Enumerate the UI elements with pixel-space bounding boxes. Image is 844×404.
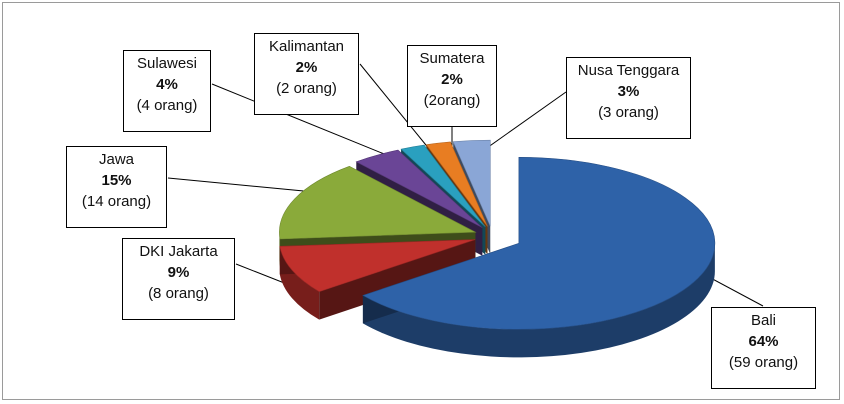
slice-name: DKI Jakarta	[139, 243, 218, 260]
slice-percent: 2%	[295, 59, 318, 76]
slice-name: Nusa Tenggara	[577, 62, 680, 79]
slice-dki-jakarta	[279, 239, 476, 292]
slice-percent: 64%	[748, 333, 779, 350]
slice-bali	[362, 157, 716, 330]
slice-count: (4 orang)	[136, 97, 198, 114]
slice-count: (2 orang)	[276, 80, 337, 97]
slice-count: (3 orang)	[598, 104, 659, 121]
data-label-nusa-tenggara: Nusa Tenggara 3% (3 orang)	[566, 57, 691, 139]
slice-count: (59 orang)	[728, 354, 799, 371]
slice-name: Kalimantan	[268, 38, 345, 55]
slice-jawa	[279, 165, 477, 240]
slice-percent: 3%	[617, 83, 640, 100]
data-label-kalimantan: Kalimantan 2% (2 orang)	[254, 33, 359, 115]
data-label-sulawesi: Sulawesi 4% (4 orang)	[123, 50, 211, 132]
slice-sumatera	[425, 141, 488, 227]
data-label-jawa: Jawa 15% (14 orang)	[66, 146, 167, 228]
pie-tops	[279, 139, 716, 330]
slice-count: (14 orang)	[81, 193, 152, 210]
slice-nusa-tenggara	[452, 139, 491, 227]
slice-kalimantan	[400, 144, 486, 228]
data-label-dki-jakarta: DKI Jakarta 9% (8 orang)	[122, 238, 235, 320]
slice-name: Sulawesi	[136, 55, 198, 72]
slice-name: Sumatera	[419, 50, 485, 67]
slice-percent: 2%	[441, 71, 463, 88]
slice-side-dki-jakarta	[279, 246, 320, 320]
slice-side-bali	[362, 243, 715, 358]
slice-percent: 15%	[101, 172, 132, 189]
slice-name: Jawa	[98, 151, 135, 168]
slice-sulawesi	[355, 149, 483, 228]
slice-percent: 4%	[156, 76, 178, 93]
data-label-sumatera: Sumatera 2% (2orang)	[407, 45, 497, 127]
slice-count: (2orang)	[423, 92, 481, 109]
slice-name: Bali	[750, 312, 776, 329]
data-label-bali: Bali 64% (59 orang)	[711, 307, 816, 389]
slice-percent: 9%	[167, 264, 190, 281]
slice-count: (8 orang)	[148, 285, 209, 302]
